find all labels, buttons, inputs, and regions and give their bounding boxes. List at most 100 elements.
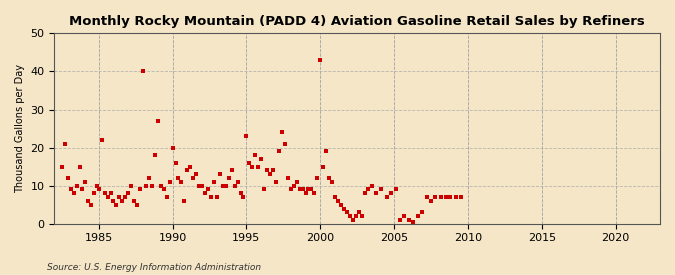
Point <box>327 180 338 184</box>
Point <box>194 183 205 188</box>
Point <box>265 172 275 177</box>
Point <box>77 187 88 192</box>
Point <box>167 145 178 150</box>
Point <box>356 214 367 218</box>
Point <box>161 195 172 199</box>
Point <box>62 176 73 180</box>
Point <box>57 164 68 169</box>
Point <box>188 176 198 180</box>
Point <box>408 220 418 224</box>
Point <box>138 69 148 74</box>
Point <box>83 199 94 203</box>
Point <box>209 180 219 184</box>
Point <box>97 138 107 142</box>
Point <box>206 195 217 199</box>
Point <box>244 161 254 165</box>
Point <box>191 172 202 177</box>
Point <box>144 176 155 180</box>
Point <box>256 157 267 161</box>
Point <box>179 199 190 203</box>
Point <box>120 195 131 199</box>
Point <box>386 191 397 196</box>
Title: Monthly Rocky Mountain (PADD 4) Aviation Gasoline Retail Sales by Refiners: Monthly Rocky Mountain (PADD 4) Aviation… <box>70 15 645 28</box>
Point <box>371 191 382 196</box>
Point <box>117 199 128 203</box>
Point <box>129 199 140 203</box>
Point <box>153 119 163 123</box>
Point <box>182 168 193 173</box>
Point <box>68 191 79 196</box>
Point <box>381 195 392 199</box>
Point <box>390 187 401 192</box>
Point <box>312 176 323 180</box>
Point <box>149 153 160 157</box>
Point <box>350 214 361 218</box>
Point <box>111 202 122 207</box>
Point <box>399 214 410 218</box>
Point <box>250 153 261 157</box>
Point <box>140 183 151 188</box>
Point <box>241 134 252 138</box>
Point <box>291 180 302 184</box>
Point <box>277 130 288 134</box>
Point <box>451 195 462 199</box>
Point <box>74 164 85 169</box>
Point <box>262 168 273 173</box>
Point <box>342 210 352 214</box>
Point <box>211 195 222 199</box>
Point <box>273 149 284 154</box>
Point <box>126 183 136 188</box>
Point <box>238 195 249 199</box>
Point <box>348 218 358 222</box>
Point <box>338 206 349 211</box>
Point <box>114 195 125 199</box>
Point <box>362 187 373 192</box>
Point <box>300 191 311 196</box>
Point <box>220 183 231 188</box>
Point <box>286 187 296 192</box>
Point <box>215 172 225 177</box>
Point <box>297 187 308 192</box>
Point <box>86 202 97 207</box>
Point <box>253 164 264 169</box>
Point <box>267 168 278 173</box>
Point <box>123 191 134 196</box>
Point <box>173 176 184 180</box>
Point <box>71 183 82 188</box>
Point <box>344 214 355 218</box>
Point <box>80 180 91 184</box>
Y-axis label: Thousand Gallons per Day: Thousand Gallons per Day <box>15 64 25 193</box>
Point <box>324 176 335 180</box>
Point <box>279 142 290 146</box>
Point <box>230 183 240 188</box>
Point <box>235 191 246 196</box>
Point <box>333 199 344 203</box>
Point <box>412 214 423 218</box>
Point <box>146 183 157 188</box>
Point <box>176 180 187 184</box>
Point <box>426 199 437 203</box>
Point <box>421 195 432 199</box>
Point <box>416 210 427 214</box>
Point <box>196 183 207 188</box>
Point <box>315 58 325 62</box>
Point <box>164 180 175 184</box>
Point <box>65 187 76 192</box>
Point <box>105 191 116 196</box>
Point <box>271 180 281 184</box>
Point <box>232 180 243 184</box>
Point <box>436 195 447 199</box>
Point <box>395 218 406 222</box>
Point <box>185 164 196 169</box>
Point <box>294 187 305 192</box>
Point <box>217 183 228 188</box>
Point <box>303 187 314 192</box>
Point <box>309 191 320 196</box>
Point <box>200 191 211 196</box>
Point <box>59 142 70 146</box>
Point <box>367 183 377 188</box>
Point <box>329 195 340 199</box>
Point <box>455 195 466 199</box>
Point <box>108 199 119 203</box>
Text: Source: U.S. Energy Information Administration: Source: U.S. Energy Information Administ… <box>47 263 261 271</box>
